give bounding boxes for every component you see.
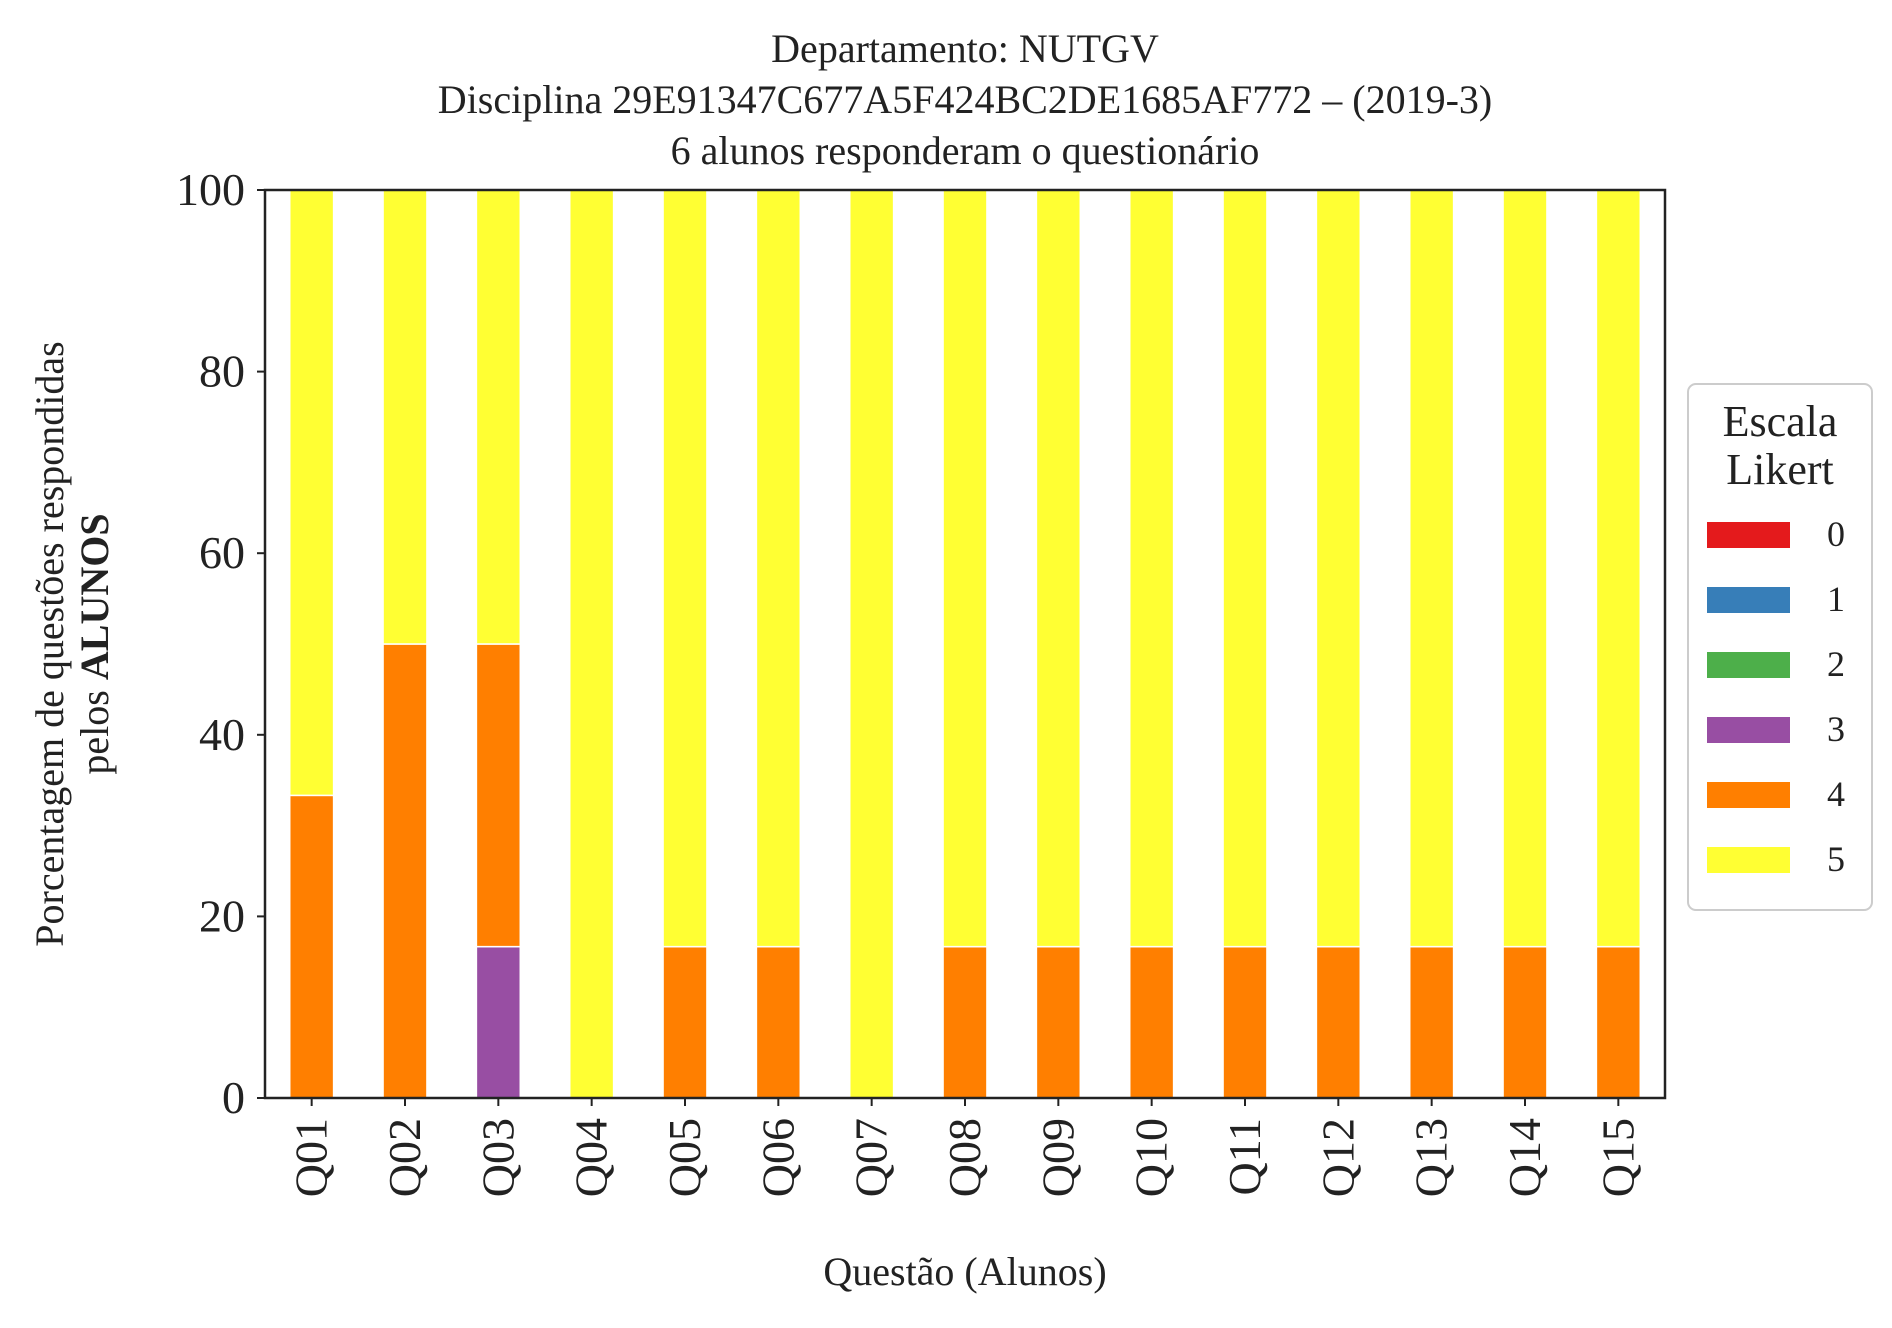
- y-tick-label: 0: [222, 1072, 245, 1123]
- y-tick-label: 100: [176, 164, 245, 215]
- chart-title-line-3: 6 alunos responderam o questionário: [671, 128, 1260, 173]
- y-axis-label-prefix: pelos: [72, 680, 117, 774]
- x-tick-label: Q03: [472, 1118, 523, 1197]
- legend-label-0: 0: [1827, 514, 1845, 554]
- bar-Q10-likert-4: [1128, 945, 1175, 1099]
- x-axis-label: Questão (Alunos): [823, 1249, 1106, 1294]
- bar-Q03-likert-5: [475, 189, 522, 645]
- x-tick-label: Q07: [846, 1118, 897, 1197]
- bar-Q11-likert-4: [1222, 945, 1268, 1099]
- legend-swatch-0: [1707, 522, 1790, 548]
- y-axis-label: Porcentagem de questões respondidas pelo…: [27, 341, 117, 946]
- legend-swatch-5: [1707, 847, 1790, 873]
- legend-title-line-2: Likert: [1726, 445, 1834, 494]
- x-tick-label: Q04: [566, 1118, 617, 1197]
- y-tick-label: 80: [199, 346, 245, 397]
- bars: [288, 189, 1642, 1099]
- bar-Q12-likert-5: [1315, 189, 1362, 948]
- x-tick-label: Q05: [659, 1118, 710, 1197]
- legend-label-1: 1: [1827, 579, 1845, 619]
- x-tick-label: Q06: [752, 1118, 803, 1197]
- x-tick-label: Q09: [1032, 1118, 1083, 1197]
- y-axis-label-line2: pelos ALUNOS: [72, 513, 117, 774]
- legend-label-2: 2: [1827, 644, 1845, 684]
- bar-Q06-likert-4: [755, 945, 802, 1099]
- x-tick-label: Q02: [379, 1118, 430, 1197]
- legend-frame: [1687, 383, 1873, 911]
- x-tick-label: Q01: [286, 1118, 337, 1197]
- y-tick-label: 60: [199, 527, 245, 578]
- legend-label-3: 3: [1827, 709, 1845, 749]
- bar-Q09-likert-5: [1035, 189, 1082, 948]
- bar-Q14-likert-5: [1502, 189, 1548, 948]
- x-tick-label: Q14: [1499, 1118, 1550, 1197]
- bar-Q03-likert-4: [475, 643, 522, 948]
- y-tick-label: 40: [199, 709, 245, 760]
- bar-Q10-likert-5: [1128, 189, 1175, 948]
- x-tick-label: Q10: [1126, 1118, 1177, 1197]
- x-tick-label: Q11: [1219, 1118, 1270, 1196]
- x-tick-label: Q08: [939, 1118, 990, 1197]
- bar-Q13-likert-4: [1408, 945, 1455, 1099]
- bar-Q08-likert-5: [942, 189, 988, 948]
- chart-title-line-1: Departamento: NUTGV: [771, 26, 1159, 71]
- chart-title: Departamento: NUTGV Disciplina 29E91347C6…: [438, 26, 1492, 173]
- bar-Q06-likert-5: [755, 189, 802, 948]
- y-axis-label-line1: Porcentagem de questões respondidas: [27, 341, 72, 946]
- bar-Q14-likert-4: [1502, 945, 1548, 1099]
- bar-Q05-likert-5: [662, 189, 708, 948]
- bar-Q12-likert-4: [1315, 945, 1362, 1099]
- bar-Q13-likert-5: [1408, 189, 1455, 948]
- bar-Q11-likert-5: [1222, 189, 1268, 948]
- bar-Q15-likert-5: [1595, 189, 1642, 948]
- chart-title-line-2: Disciplina 29E91347C677A5F424BC2DE1685AF…: [438, 77, 1492, 122]
- bar-Q07-likert-5: [848, 189, 895, 1099]
- y-axis-ticks: 0 20 40 60 80 100: [176, 164, 265, 1123]
- legend-swatch-3: [1707, 717, 1790, 743]
- bar-Q09-likert-4: [1035, 945, 1082, 1099]
- legend-label-5: 5: [1827, 839, 1845, 879]
- legend-swatch-4: [1707, 782, 1790, 808]
- bar-Q05-likert-4: [662, 945, 708, 1099]
- bar-Q01-likert-5: [288, 189, 335, 797]
- x-tick-label: Q12: [1312, 1118, 1363, 1197]
- legend-swatch-2: [1707, 652, 1790, 678]
- bar-Q02-likert-5: [382, 189, 428, 645]
- bar-Q15-likert-4: [1595, 945, 1642, 1099]
- x-tick-label: Q13: [1406, 1118, 1457, 1197]
- legend-swatch-1: [1707, 587, 1790, 613]
- bar-Q04-likert-5: [568, 189, 615, 1099]
- x-axis-ticks: Q01 Q02 Q03 Q04 Q05 Q06 Q07 Q08 Q09 Q10 Q11 Q12 Q13 Q…: [286, 1098, 1643, 1197]
- bar-Q08-likert-4: [942, 945, 988, 1099]
- y-tick-label: 20: [199, 890, 245, 941]
- bar-Q01-likert-4: [288, 794, 335, 1099]
- legend-title-line-1: Escala: [1723, 397, 1838, 446]
- x-tick-label: Q15: [1592, 1118, 1643, 1197]
- legend-label-4: 4: [1827, 774, 1845, 814]
- bar-Q03-likert-3: [475, 945, 522, 1099]
- bar-Q02-likert-4: [382, 643, 428, 1099]
- y-axis-label-bold: ALUNOS: [72, 513, 117, 680]
